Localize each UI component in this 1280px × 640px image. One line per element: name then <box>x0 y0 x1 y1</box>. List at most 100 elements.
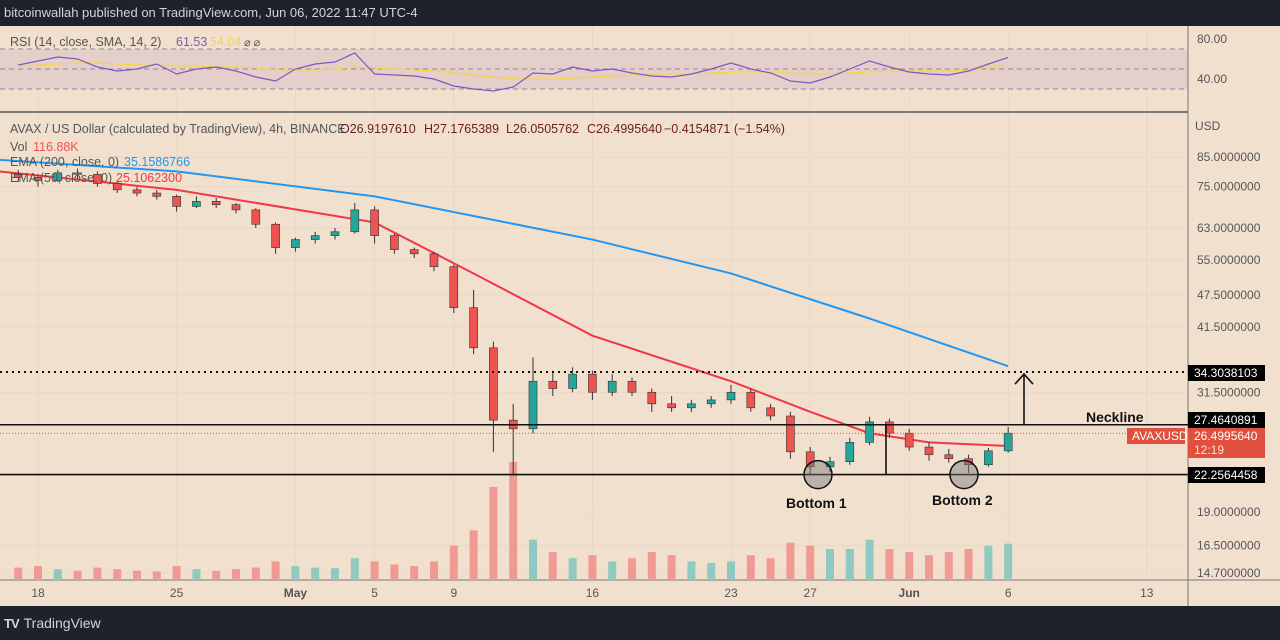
volume-bar <box>588 555 597 580</box>
arrow-up-icon <box>1014 372 1034 385</box>
candle-body <box>984 450 993 466</box>
ohlc-low: L26.0505762 <box>506 122 579 136</box>
volume-bar <box>469 530 478 580</box>
candle-body <box>13 174 23 178</box>
rsi-line <box>18 52 1009 92</box>
target-price-tag <box>1188 365 1265 381</box>
ema-lines <box>0 158 1009 447</box>
volume-bar <box>14 567 23 580</box>
last-price-tag <box>1188 428 1265 458</box>
candle-body <box>211 201 221 206</box>
chart-background <box>0 26 1280 606</box>
support-price-text: 22.2564458 <box>1194 468 1258 482</box>
volume-bar <box>34 566 42 580</box>
candle-body <box>429 253 439 268</box>
ema200-legend-label: EMA (200, close, 0) <box>10 155 119 169</box>
ohlc-change: −0.4154871 (−1.54%) <box>664 122 785 136</box>
target-price-text: 34.3038103 <box>1194 366 1258 380</box>
candle-body <box>865 421 874 443</box>
ema50-legend-value: 25.1062300 <box>116 171 182 185</box>
volume-bar <box>647 552 656 580</box>
volume-bars <box>14 462 1013 580</box>
symbol-legend: AVAX / US Dollar (calculated by TradingV… <box>10 122 346 136</box>
time-tick: 16 <box>586 586 600 600</box>
candle-body <box>112 183 122 191</box>
candle-body <box>805 451 815 468</box>
time-tick: 18 <box>31 586 45 600</box>
volume-bar <box>133 570 141 580</box>
candle-body <box>330 231 340 236</box>
price-tick: 75.0000000 <box>1197 180 1261 194</box>
support-price-tag <box>1188 467 1265 483</box>
footer-brand[interactable]: TradingView <box>23 615 101 631</box>
price-tick: 47.5000000 <box>1197 288 1261 302</box>
volume-bar <box>608 561 617 580</box>
volume-bar <box>707 562 716 580</box>
candle-body <box>33 177 43 181</box>
volume-bar <box>548 552 557 580</box>
volume-bar <box>331 568 339 580</box>
candle-body <box>251 209 261 225</box>
vol-legend-value: 116.88K <box>33 140 79 154</box>
candle-body <box>172 196 181 207</box>
candle-body <box>766 407 775 417</box>
volume-bar <box>192 569 201 580</box>
price-tick: 19.0000000 <box>1197 505 1261 519</box>
volume-bar <box>667 555 676 580</box>
volume-bar <box>925 555 933 580</box>
candle-body <box>192 201 201 207</box>
neckline-label: Neckline <box>1086 409 1144 425</box>
volume-bar <box>350 558 359 580</box>
volume-bar <box>93 567 102 580</box>
candle-body <box>231 204 241 211</box>
neckline-price-tag <box>1188 412 1265 428</box>
candle-body <box>528 380 538 430</box>
price-tick: 16.5000000 <box>1197 539 1261 553</box>
price-tick: 41.5000000 <box>1197 320 1261 334</box>
time-tick: 9 <box>450 586 457 600</box>
candle-body <box>706 399 716 405</box>
volume-bar <box>984 545 993 580</box>
volume-bar <box>746 555 755 580</box>
neckline-price-text: 27.4640891 <box>1194 413 1258 427</box>
drawn-levels[interactable] <box>0 371 1188 490</box>
time-tick: 23 <box>724 586 738 600</box>
ohlc-high: H27.1765389 <box>424 122 499 136</box>
volume-bar <box>845 548 854 580</box>
volume-bar <box>232 569 240 580</box>
symbol-tag-text: AVAXUSD <box>1132 429 1188 443</box>
time-tick: 27 <box>804 586 818 600</box>
candle-body <box>310 235 320 240</box>
candle-body <box>627 380 637 393</box>
volume-bar <box>786 542 795 580</box>
bottom1-circle <box>803 459 833 490</box>
volume-bar <box>212 570 221 580</box>
chart-area[interactable]: 18 25 May 5 9 16 23 27 Jun 6 13 85.0000000 75.000000… <box>0 0 1280 606</box>
candle-body <box>904 432 914 448</box>
candle-body <box>152 192 162 197</box>
footer: TV TradingView <box>0 606 1280 640</box>
candle-body <box>370 209 379 236</box>
candle-body <box>93 174 102 184</box>
volume-bar <box>410 566 419 580</box>
rsi-legend-extra: ⌀ ⌀ <box>244 37 261 49</box>
candle-body <box>845 442 855 462</box>
ohlc-close: C26.4995640 <box>587 122 662 136</box>
candle-body <box>568 373 577 389</box>
ema200-line <box>0 158 1009 368</box>
volume-bar <box>390 564 399 580</box>
volume-bar <box>826 548 834 580</box>
tradingview-logo-icon: TV <box>4 615 20 631</box>
volume-bar <box>449 545 458 580</box>
symbol-tag <box>1127 428 1185 444</box>
time-tick: 5 <box>371 586 378 600</box>
candle-body <box>944 454 954 459</box>
rsi-pane <box>0 48 1188 92</box>
volume-bar <box>944 552 953 580</box>
grid <box>0 26 1188 580</box>
candle-body <box>489 347 498 421</box>
volume-bar <box>113 569 122 580</box>
candle-body <box>53 172 63 181</box>
time-tick: 25 <box>170 586 184 600</box>
volume-bar <box>291 566 300 580</box>
